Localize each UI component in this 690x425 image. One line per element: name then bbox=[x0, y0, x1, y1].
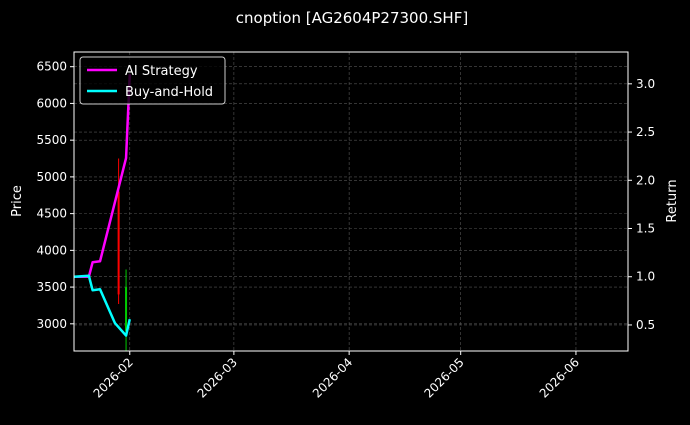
y2-tick-label: 3.0 bbox=[636, 77, 655, 91]
y-tick-label: 4000 bbox=[36, 243, 67, 257]
y-tick-label: 4500 bbox=[36, 207, 67, 221]
y-axis-label: Price bbox=[10, 185, 25, 217]
y-tick-label: 6000 bbox=[36, 96, 67, 110]
y2-tick-label: 2.5 bbox=[636, 125, 655, 139]
series-lines bbox=[73, 74, 132, 337]
chart-title: cnoption [AG2604P27300.SHF] bbox=[236, 9, 468, 27]
y-tick-label: 6500 bbox=[36, 60, 67, 74]
x-tick-label: 2026-05 bbox=[421, 355, 466, 400]
series-line-ai-strategy bbox=[74, 74, 132, 278]
y2-axis-label: Return bbox=[665, 179, 680, 222]
y-tick-label: 3500 bbox=[36, 280, 67, 294]
legend: AI Strategy Buy-and-Hold bbox=[79, 56, 226, 105]
x-tick-label: 2026-04 bbox=[310, 355, 355, 400]
grid bbox=[74, 52, 628, 351]
y-tick-label: 5000 bbox=[36, 170, 67, 184]
legend-label-ai-strategy: AI Strategy bbox=[125, 64, 198, 79]
y-tick-label: 3000 bbox=[36, 317, 67, 331]
y-tick-label: 5500 bbox=[36, 133, 67, 147]
candle-body bbox=[125, 287, 128, 332]
y2-tick-label: 2.0 bbox=[636, 173, 655, 187]
y2-tick-label: 1.0 bbox=[636, 270, 655, 284]
legend-label-buy-and-hold: Buy-and-Hold bbox=[125, 85, 213, 100]
x-tick-label: 2026-02 bbox=[91, 355, 136, 400]
y2-tick-label: 0.5 bbox=[636, 318, 655, 332]
series-line-buy-and-hold bbox=[73, 274, 131, 337]
candle-body bbox=[117, 191, 120, 295]
x-tick-label: 2026-03 bbox=[195, 355, 240, 400]
plot-frame bbox=[73, 51, 629, 352]
y2-tick-label: 1.5 bbox=[636, 222, 655, 236]
x-tick-label: 2026-06 bbox=[537, 355, 582, 400]
